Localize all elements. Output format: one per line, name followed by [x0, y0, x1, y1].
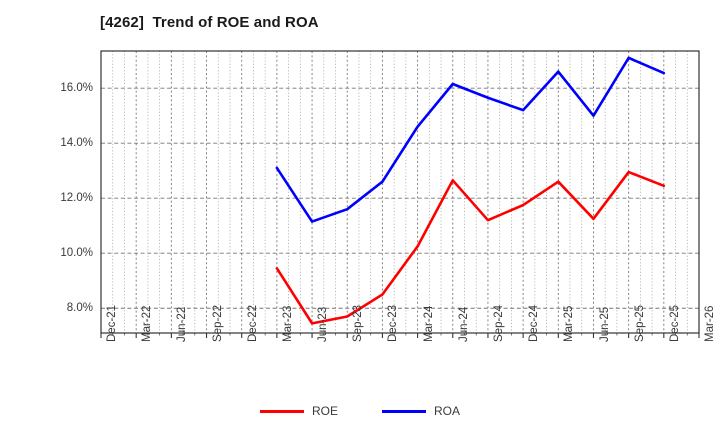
- y-gridlines: [101, 87, 699, 309]
- x-axis-tick-label: Dec-25: [668, 304, 681, 342]
- major-gridlines: [135, 51, 665, 333]
- x-axis-tick-label: Sep-23: [352, 304, 365, 342]
- legend-color-swatch: [259, 409, 304, 413]
- legend-item-roe[interactable]: ROE: [259, 404, 338, 418]
- series-line-roe: [275, 170, 666, 325]
- chart-title: [4262] Trend of ROE and ROA: [100, 14, 319, 31]
- x-axis-tick-label: Mar-23: [281, 305, 294, 342]
- series-line-roa: [275, 56, 666, 223]
- series-lines: [275, 56, 666, 325]
- x-axis-tick-label: Dec-24: [528, 304, 541, 342]
- y-axis-tick-label: 16.0%: [60, 82, 93, 95]
- chart-legend: ROE ROA: [0, 404, 720, 418]
- legend-label: ROE: [311, 404, 338, 418]
- plot-frame: [100, 50, 700, 334]
- x-axis-tick-label: Mar-22: [141, 305, 154, 342]
- x-axis-tick-label: Mar-24: [422, 305, 435, 342]
- x-axis-tick-label: Mar-25: [563, 305, 576, 342]
- x-axis-tick-label: Sep-22: [211, 304, 224, 342]
- legend-item-roa[interactable]: ROA: [382, 404, 460, 418]
- y-axis-tick-label: 14.0%: [60, 137, 93, 150]
- y-axis-tick-label: 12.0%: [60, 192, 93, 205]
- legend-color-swatch: [382, 409, 426, 413]
- x-axis-tick-label: Jun-24: [457, 306, 470, 342]
- x-axis-tick-label: Dec-22: [246, 304, 259, 342]
- x-axis-tick-label: Dec-23: [387, 304, 400, 342]
- y-axis-tick-label: 8.0%: [66, 302, 93, 315]
- x-axis-tick-label: Sep-25: [633, 304, 646, 342]
- x-axis-tick-label: Jun-25: [598, 306, 611, 342]
- minor-gridlines: [112, 51, 688, 333]
- x-axis-tick-label: Sep-24: [492, 304, 505, 342]
- x-axis-tick-label: Dec-21: [106, 304, 118, 342]
- x-axis-tick-label: Jun-22: [176, 306, 189, 342]
- y-axis-tick-label: 10.0%: [60, 247, 93, 260]
- legend-label: ROA: [434, 404, 461, 418]
- x-axis-tick-label: Mar-26: [704, 305, 716, 342]
- x-axis-tick-label: Jun-23: [317, 306, 330, 342]
